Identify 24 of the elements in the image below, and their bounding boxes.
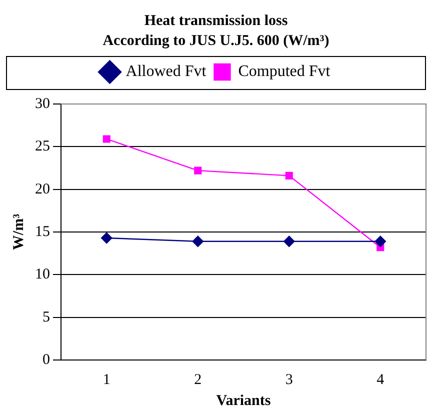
point [374, 236, 386, 247]
point [101, 232, 112, 244]
x-tick-label: 1 [102, 372, 110, 388]
y-tick-label: 10 [35, 266, 50, 283]
y-tick-label: 0 [42, 352, 50, 368]
point [102, 135, 110, 143]
y-tick-label: 15 [35, 224, 50, 240]
chart-title: Heat transmission loss [144, 12, 288, 29]
legend-label: Computed Fvt [238, 63, 331, 80]
point [284, 236, 295, 247]
y-tick-label: 30 [35, 96, 50, 112]
y-tick-label: 25 [35, 138, 50, 155]
y-axis-title: W/m³ [10, 213, 27, 250]
x-axis-title: Variants [216, 392, 271, 409]
x-tick-label: 4 [376, 372, 385, 388]
legend-label: Allowed Fvt [126, 63, 207, 80]
point [285, 172, 293, 180]
x-tick-label: 3 [285, 372, 293, 388]
chart-subtitle: According to JUS U.J5. 600 (W/m³) [102, 32, 330, 49]
y-tick-label: 20 [35, 181, 50, 198]
x-tick-label: 2 [194, 372, 202, 388]
y-tick-label: 5 [42, 309, 50, 326]
point [192, 236, 204, 247]
point [194, 166, 202, 174]
